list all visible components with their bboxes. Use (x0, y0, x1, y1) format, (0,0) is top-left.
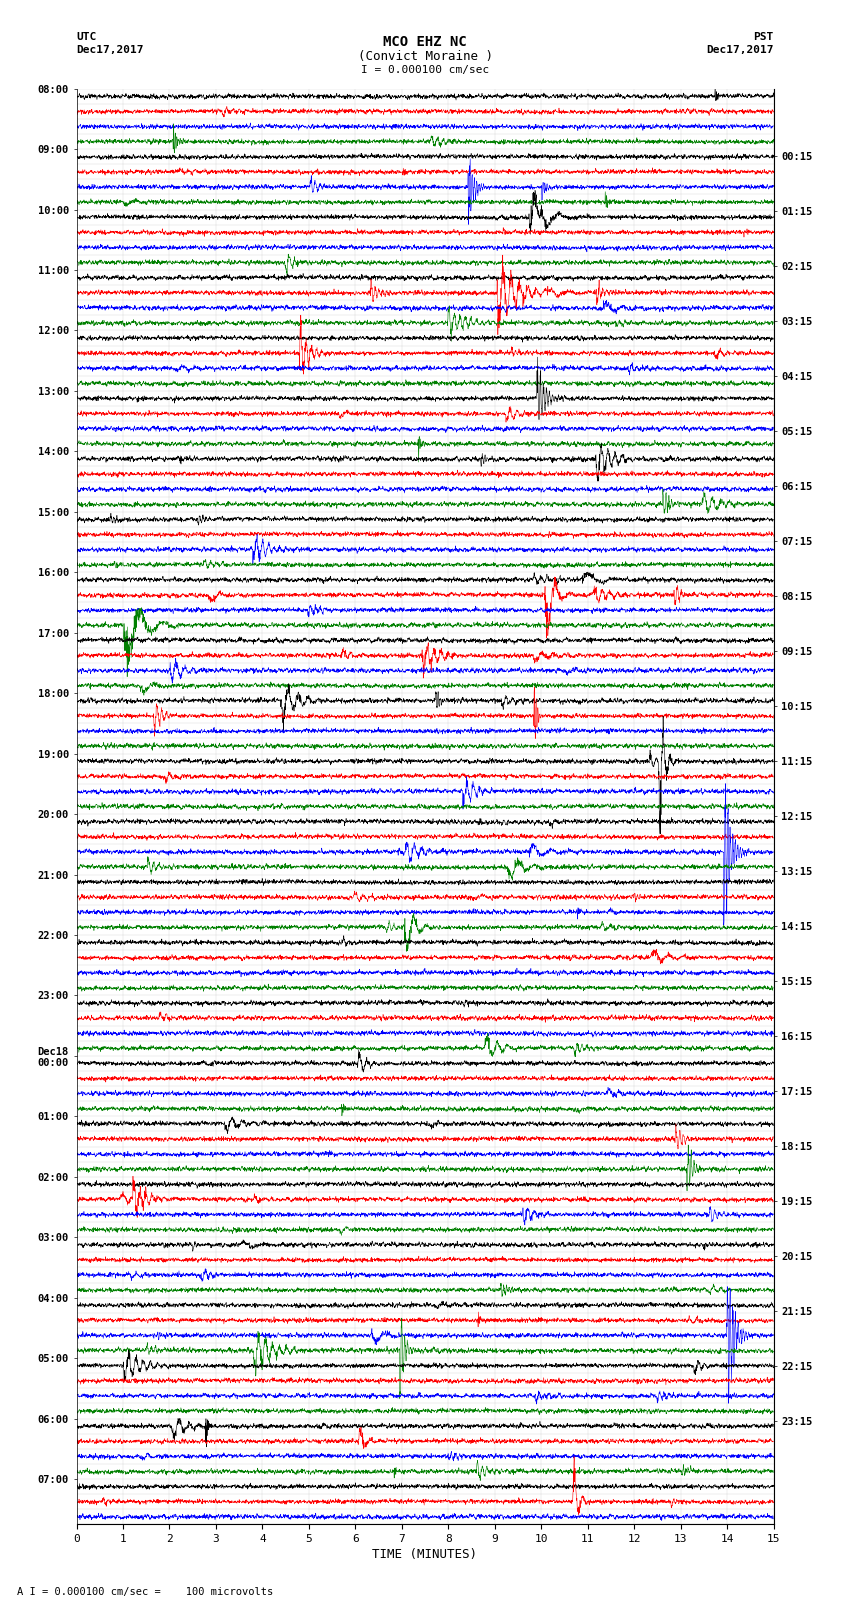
Text: A I = 0.000100 cm/sec =    100 microvolts: A I = 0.000100 cm/sec = 100 microvolts (17, 1587, 273, 1597)
Text: Dec17,2017: Dec17,2017 (76, 45, 144, 55)
Text: Dec17,2017: Dec17,2017 (706, 45, 774, 55)
Text: PST: PST (753, 32, 774, 42)
Text: (Convict Moraine ): (Convict Moraine ) (358, 50, 492, 63)
Text: MCO EHZ NC: MCO EHZ NC (383, 35, 467, 50)
Text: UTC: UTC (76, 32, 97, 42)
Text: I = 0.000100 cm/sec: I = 0.000100 cm/sec (361, 65, 489, 74)
X-axis label: TIME (MINUTES): TIME (MINUTES) (372, 1548, 478, 1561)
